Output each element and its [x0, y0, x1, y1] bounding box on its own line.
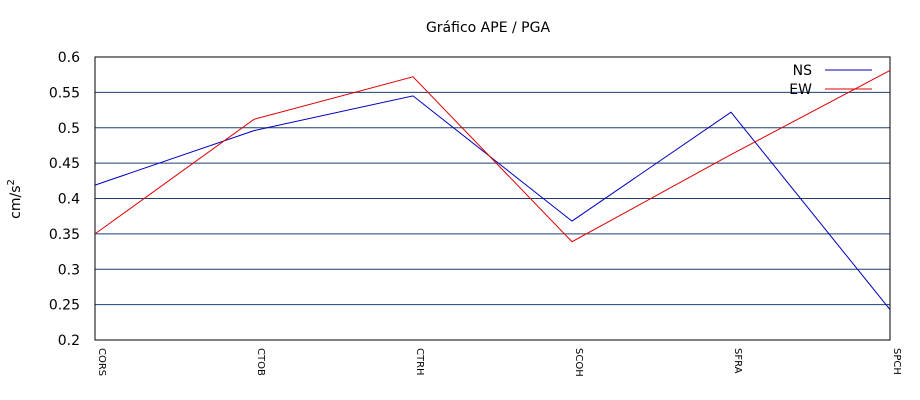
y-axis-label-text: cm/s: [8, 186, 24, 219]
y-tick-label: 0.3: [58, 262, 80, 278]
y-tick-label: 0.6: [58, 50, 80, 66]
x-tick-label: CORS: [96, 348, 107, 376]
x-tick-label: CTOB: [255, 348, 266, 376]
legend: NS EW: [789, 63, 872, 98]
plot-frame: [94, 56, 891, 341]
gridlines: [95, 56, 890, 341]
x-tick-label: CTRH: [414, 348, 425, 376]
legend-label-ns: NS: [793, 63, 812, 79]
series-lines: [94, 69, 891, 310]
y-axis-ticks: 0.2 0.25 0.3 0.35 0.4 0.45 0.5 0.55 0.6: [49, 50, 80, 349]
series-line-ns: [94, 95, 891, 310]
y-tick-label: 0.25: [49, 298, 80, 314]
y-axis-label: cm/s2: [6, 179, 24, 219]
legend-label-ew: EW: [789, 82, 812, 98]
y-tick-label: 0.2: [58, 333, 80, 349]
x-tick-label: SCOH: [573, 348, 584, 377]
chart-title: Gráfico APE / PGA: [426, 20, 550, 36]
y-tick-label: 0.5: [58, 121, 80, 137]
x-axis-ticks: CORS CTOB CTRH SCOH SFRA SPCH: [96, 348, 902, 377]
y-axis-label-superscript: 2: [6, 179, 17, 185]
x-tick-label: SPCH: [891, 348, 902, 375]
y-tick-label: 0.4: [58, 192, 80, 208]
y-tick-label: 0.55: [49, 85, 80, 101]
series-line-ew: [94, 69, 891, 243]
x-tick-label: SFRA: [732, 348, 743, 374]
y-tick-label: 0.45: [49, 156, 80, 172]
y-tick-label: 0.35: [49, 227, 80, 243]
